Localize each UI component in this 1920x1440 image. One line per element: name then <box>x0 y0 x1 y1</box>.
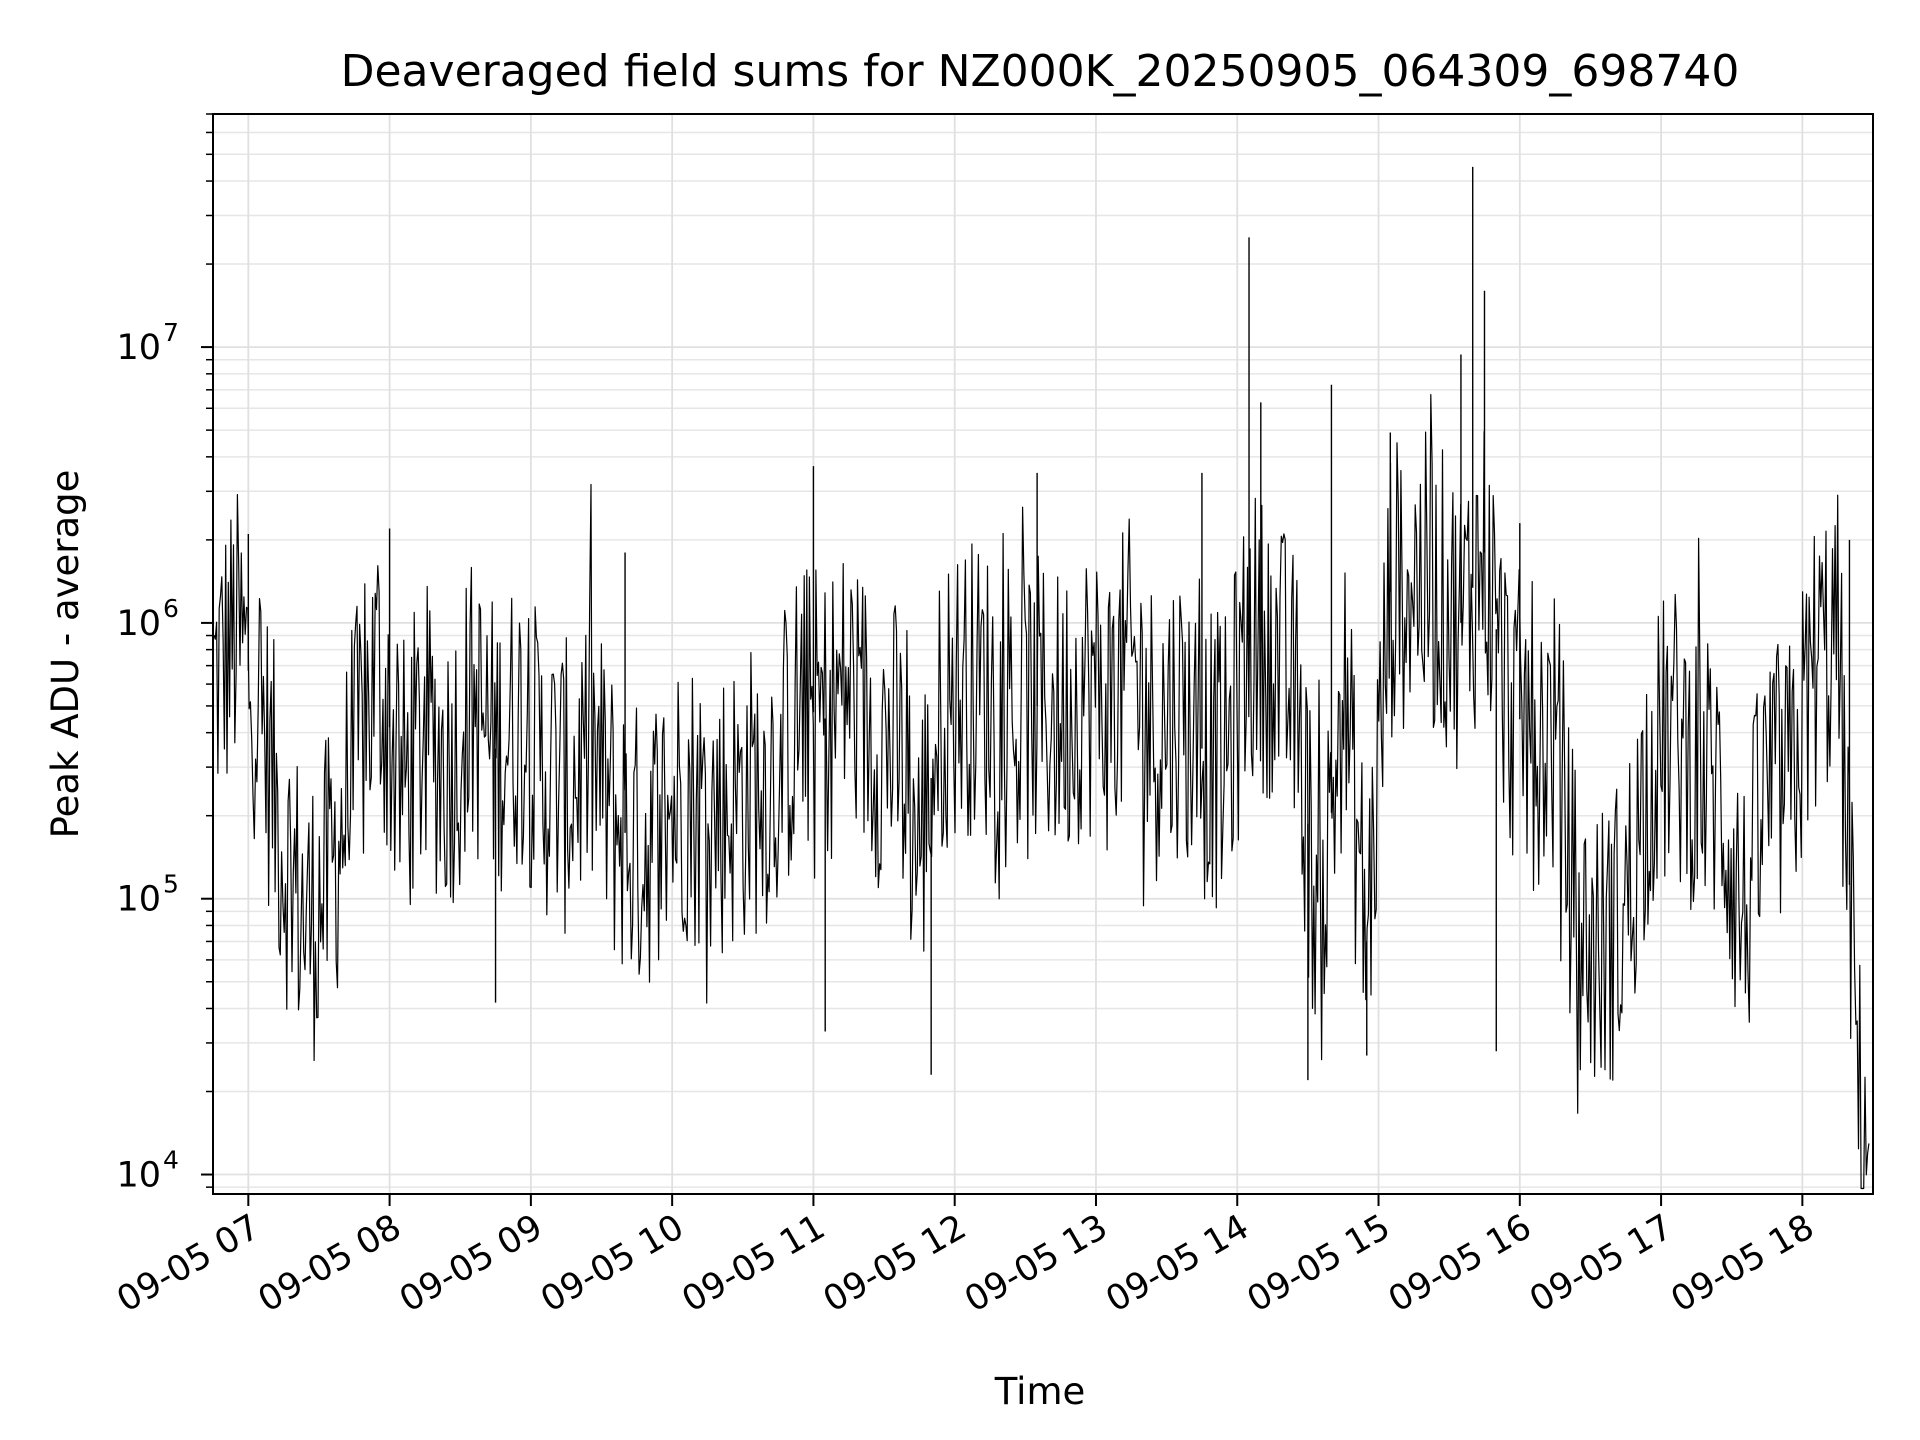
chart-title: Deaveraged field sums for NZ000K_2025090… <box>341 46 1740 97</box>
y-tick-label-exponent: 5 <box>163 870 179 899</box>
y-tick-label: 10 <box>116 880 161 920</box>
y-tick-label-exponent: 6 <box>163 594 179 623</box>
y-axis-label: Peak ADU - average <box>44 470 87 839</box>
y-tick-label-exponent: 4 <box>163 1146 179 1175</box>
grid-major <box>213 114 1873 1194</box>
y-tick-label: 10 <box>116 604 161 644</box>
y-tick-label: 10 <box>116 328 161 368</box>
y-tick-label: 10 <box>116 1156 161 1196</box>
plot-area <box>212 113 1874 1195</box>
x-axis-label: Time <box>994 1370 1086 1413</box>
series-line <box>213 394 1870 1190</box>
plot-frame <box>212 113 1874 1195</box>
y-tick-label-exponent: 7 <box>163 318 179 347</box>
spikes <box>247 166 1851 1081</box>
